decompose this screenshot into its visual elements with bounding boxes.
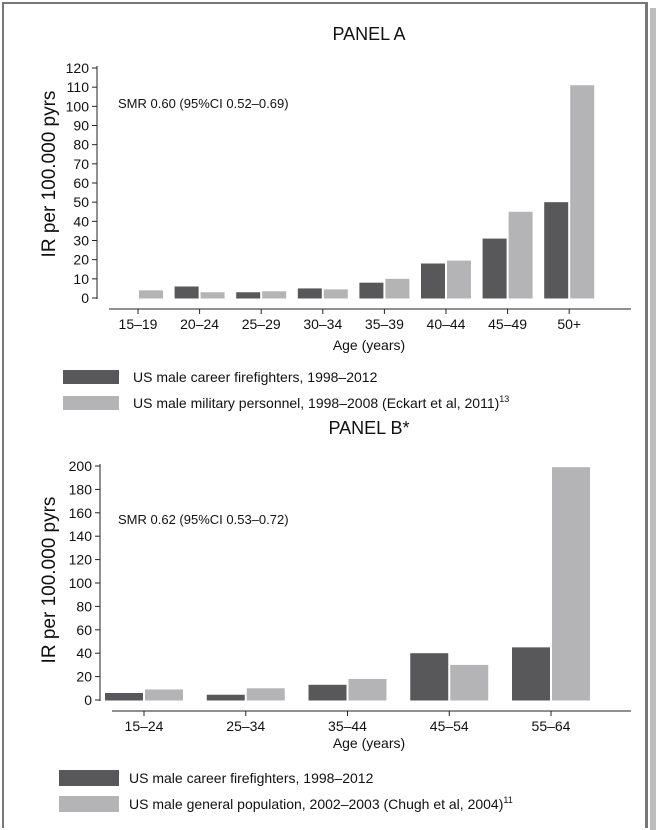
panel-b-y-tick-label: 40 — [76, 645, 92, 661]
panel-a-y-tick-label: 10 — [73, 271, 89, 287]
panel-a-y-tick-label: 110 — [67, 79, 90, 95]
panel-a-bar-firefighters — [236, 292, 261, 299]
panel-a-x-tick-label: 45–49 — [488, 316, 527, 332]
panel-a-bar-firefighters — [544, 202, 569, 299]
panel-a-x-tick-label: 50+ — [557, 316, 581, 332]
panel-b-annotation: SMR 0.62 (95%CI 0.53–0.72) — [118, 512, 289, 527]
panel-a-title: PANEL A — [332, 24, 405, 44]
panel-a-bar-firefighters — [482, 238, 507, 299]
panel-b-y-tick-label: 140 — [69, 528, 93, 544]
legend-b-label-general-text: US male general population, 2002–2003 (C… — [129, 796, 503, 812]
panel-b-bar-comparison — [348, 678, 387, 701]
panel-b-bar-firefighters — [206, 694, 245, 701]
panel-a-ylabel: IR per 100.000 pyrs — [39, 91, 60, 258]
legend-a-swatch-firefighters — [63, 370, 119, 384]
panel-a-x-tick-label: 20–24 — [180, 316, 219, 332]
panel-a-bar-firefighters — [174, 286, 199, 299]
panel-b-bar-comparison — [552, 467, 590, 701]
legend-a-label-military-text: US male military personnel, 1998–2008 (E… — [133, 395, 499, 411]
panel-b-bar-comparison — [246, 688, 285, 701]
legend-a-label-military: US male military personnel, 1998–2008 (E… — [133, 394, 509, 411]
legend-b-swatch-firefighters — [59, 770, 119, 786]
panel-a-bar-comparison — [447, 260, 471, 299]
panel-a-x-tick-label: 30–34 — [303, 316, 342, 332]
panel-a-y-tick-label: 60 — [73, 175, 89, 191]
panel-b-x-tick-label: 35–44 — [328, 718, 367, 734]
panel-a-y-tick-label: 120 — [66, 60, 90, 76]
panel-b-bar-comparison — [450, 664, 489, 701]
legend-a-label-firefighters: US male career firefighters, 1998–2012 — [133, 369, 378, 385]
panel-a-y-tick-label: 0 — [81, 290, 89, 306]
panel-b-bar-firefighters — [512, 647, 550, 701]
panel-b-title: PANEL B* — [328, 418, 409, 438]
panel-b-x-tick-label: 45–54 — [430, 718, 469, 734]
panel-b-y-tick-label: 160 — [69, 505, 93, 521]
panel-b-x-tick-label: 25–34 — [226, 718, 265, 734]
panel-a-x-tick-label: 25–29 — [242, 316, 281, 332]
panel-a-xlabel: Age (years) — [333, 337, 405, 353]
panel-b-y-tick-label: 180 — [69, 481, 93, 497]
panel-a-y-tick-label: 30 — [73, 233, 89, 249]
panel-a-bar-firefighters — [359, 282, 384, 299]
figure-shadow — [650, 8, 656, 830]
panel-a-y-tick-label: 90 — [73, 118, 89, 134]
panel-a-bar-firefighters — [421, 263, 445, 299]
panel-a-x-tick-label: 15–19 — [119, 316, 158, 332]
legend-b-label-general: US male general population, 2002–2003 (C… — [129, 795, 513, 812]
panel-b-bar-firefighters — [105, 692, 143, 701]
panel-a-y-tick-label: 20 — [73, 252, 89, 268]
panel-b-xlabel: Age (years) — [333, 735, 405, 751]
panel-a-x-tick-label: 40–44 — [427, 316, 466, 332]
panel-a-annotation: SMR 0.60 (95%CI 0.52–0.69) — [118, 96, 289, 111]
panel-a-bar-comparison — [508, 211, 533, 299]
panel-b-ylabel: IR per 100.000 pyrs — [39, 497, 60, 664]
legend-b-ref-11: 11 — [503, 795, 512, 805]
panel-b-y-tick-label: 80 — [76, 598, 92, 614]
panel-a-y-tick-label: 80 — [73, 137, 89, 153]
panel-b-x-tick-label: 15–24 — [125, 718, 164, 734]
panel-a-bar-comparison — [262, 291, 287, 299]
panel-b-bar-firefighters — [308, 684, 347, 701]
panel-a-bar-comparison — [570, 85, 595, 299]
panel-a-y-tick-label: 70 — [73, 156, 89, 172]
panel-a-bar-comparison — [200, 292, 225, 299]
panel-b-bar-comparison — [145, 689, 183, 701]
panel-a-bar-comparison — [139, 290, 163, 299]
panel-a-bar-comparison — [385, 278, 410, 299]
panel-a-bar-comparison — [323, 289, 348, 299]
panel-b-y-tick-label: 200 — [69, 458, 93, 474]
panel-a-y-tick-label: 100 — [66, 98, 90, 114]
panel-a-x-tick-label: 35–39 — [365, 316, 404, 332]
legend-b-label-firefighters: US male career firefighters, 1998–2012 — [129, 770, 374, 786]
legend-a-ref-13: 13 — [499, 394, 509, 404]
panel-a-bar-firefighters — [297, 288, 322, 299]
panel-b-x-tick-label: 55–64 — [532, 718, 571, 734]
panel-a-y-tick-label: 50 — [73, 194, 89, 210]
panel-b-y-tick-label: 0 — [84, 692, 92, 708]
panel-b-y-tick-label: 60 — [76, 622, 92, 638]
panel-b-y-tick-label: 120 — [69, 552, 93, 568]
legend-a-swatch-military — [63, 396, 119, 410]
legend-b-swatch-general — [59, 796, 119, 812]
panel-a-y-tick-label: 40 — [73, 213, 89, 229]
panel-b-y-tick-label: 100 — [69, 575, 93, 591]
panel-b-y-tick-label: 20 — [76, 669, 92, 685]
panel-b-bar-firefighters — [410, 653, 449, 701]
